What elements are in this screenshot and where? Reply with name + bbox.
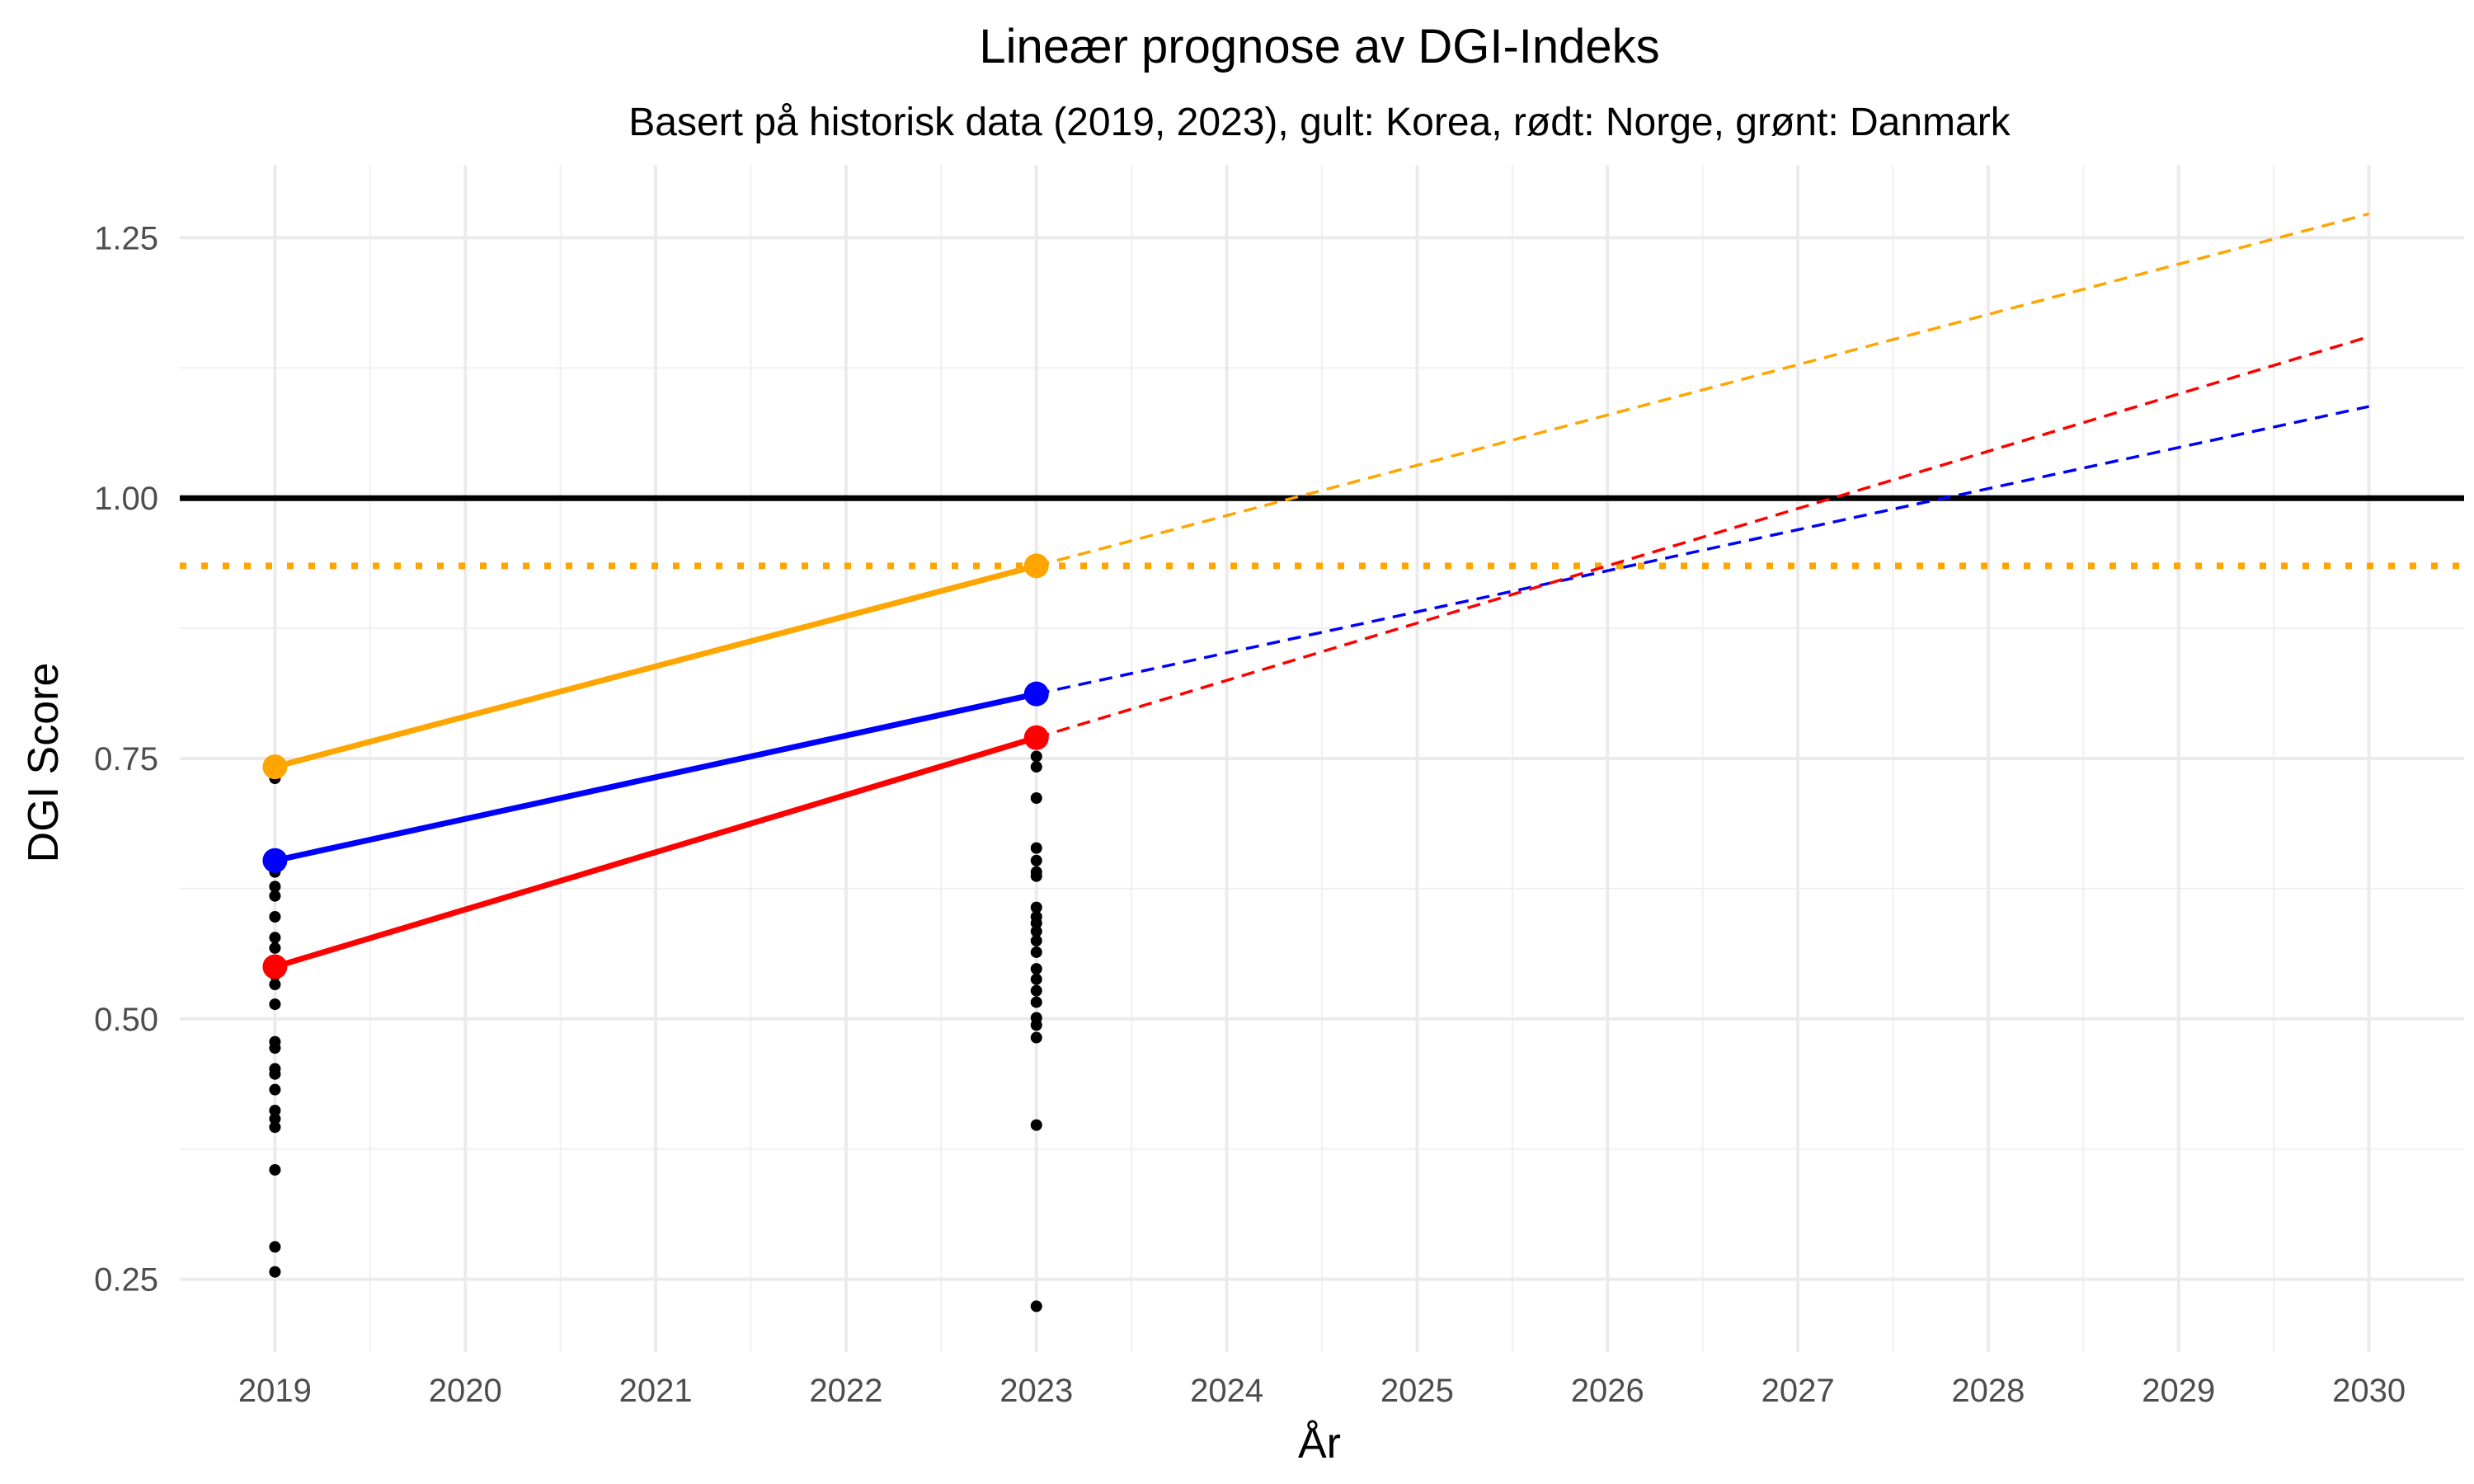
forecast-line xyxy=(1036,212,2370,568)
series-point xyxy=(1023,553,1049,579)
x-tick-label: 2025 xyxy=(1380,1373,1454,1409)
y-tick-label: 1.00 xyxy=(94,481,158,517)
chart-subtitle: Basert på historisk data (2019, 2023), g… xyxy=(628,101,2011,144)
x-tick-label: 2022 xyxy=(809,1373,882,1409)
x-tick-label: 2030 xyxy=(2332,1373,2406,1409)
x-tick-label: 2026 xyxy=(1571,1373,1644,1409)
data-point xyxy=(1030,996,1042,1008)
series-point xyxy=(262,754,288,780)
data-point xyxy=(1030,792,1042,804)
data-point xyxy=(1030,761,1042,773)
reference-lines xyxy=(180,495,2464,570)
data-point xyxy=(1030,1031,1042,1044)
series-point xyxy=(1023,725,1049,750)
y-axis-ticks: 0.25 0.50 0.75 1.00 1.25 xyxy=(94,220,158,1298)
series-line xyxy=(271,691,1040,864)
data-point xyxy=(269,1121,281,1134)
x-tick-label: 2024 xyxy=(1190,1373,1263,1409)
data-point xyxy=(1030,935,1042,947)
data-point xyxy=(269,942,281,954)
data-point xyxy=(269,998,281,1011)
x-tick-label: 2029 xyxy=(2142,1373,2215,1409)
x-tick-label: 2020 xyxy=(429,1373,502,1409)
data-point xyxy=(1030,842,1042,854)
data-point xyxy=(269,1104,281,1116)
data-point xyxy=(1030,973,1042,985)
data-point xyxy=(269,881,281,893)
data-point xyxy=(1030,901,1042,913)
series-line xyxy=(271,735,1040,970)
data-point xyxy=(1030,1300,1042,1313)
x-tick-label: 2019 xyxy=(238,1373,312,1409)
series-point xyxy=(262,848,288,873)
data-point xyxy=(1030,984,1042,997)
data-point xyxy=(269,1068,281,1080)
data-point xyxy=(1030,750,1042,763)
y-axis-title: DGI Score xyxy=(20,663,68,863)
data-point xyxy=(269,1042,281,1054)
x-tick-label: 2021 xyxy=(619,1373,693,1409)
data-point xyxy=(1030,1119,1042,1131)
x-tick-label: 2028 xyxy=(1951,1373,2025,1409)
forecast-line xyxy=(1036,335,2370,740)
series-line xyxy=(271,562,1040,770)
data-point xyxy=(269,911,281,923)
y-tick-label: 0.75 xyxy=(94,741,158,777)
data-point xyxy=(269,1083,281,1096)
data-point xyxy=(269,932,281,944)
data-point xyxy=(1030,1019,1042,1031)
y-tick-label: 1.25 xyxy=(94,220,158,256)
y-tick-label: 0.25 xyxy=(94,1262,158,1298)
x-axis-ticks: 2019 2020 2021 2022 2023 2024 2025 2026 2027 2028… xyxy=(238,1373,2406,1409)
series-point xyxy=(262,954,288,979)
data-point xyxy=(269,1266,281,1278)
data-point xyxy=(1030,917,1042,929)
series-lines xyxy=(262,212,2370,979)
data-point xyxy=(1030,854,1042,866)
data-point xyxy=(1030,946,1042,958)
x-tick-label: 2023 xyxy=(999,1373,1073,1409)
data-point xyxy=(1030,870,1042,882)
grid xyxy=(180,165,2464,1352)
chart-title: Lineær prognose av DGI-Indeks xyxy=(979,20,1659,73)
data-point xyxy=(1030,925,1042,937)
forecast-line xyxy=(1036,405,2369,696)
data-point xyxy=(269,1163,281,1176)
data-point xyxy=(269,979,281,991)
data-point xyxy=(269,1241,281,1253)
x-tick-label: 2027 xyxy=(1761,1373,1835,1409)
data-point xyxy=(269,890,281,902)
x-axis-title: År xyxy=(1298,1420,1341,1468)
y-tick-label: 0.50 xyxy=(94,1002,158,1038)
data-point xyxy=(1030,963,1042,975)
data-point xyxy=(269,1113,281,1125)
series-point xyxy=(1023,681,1049,707)
